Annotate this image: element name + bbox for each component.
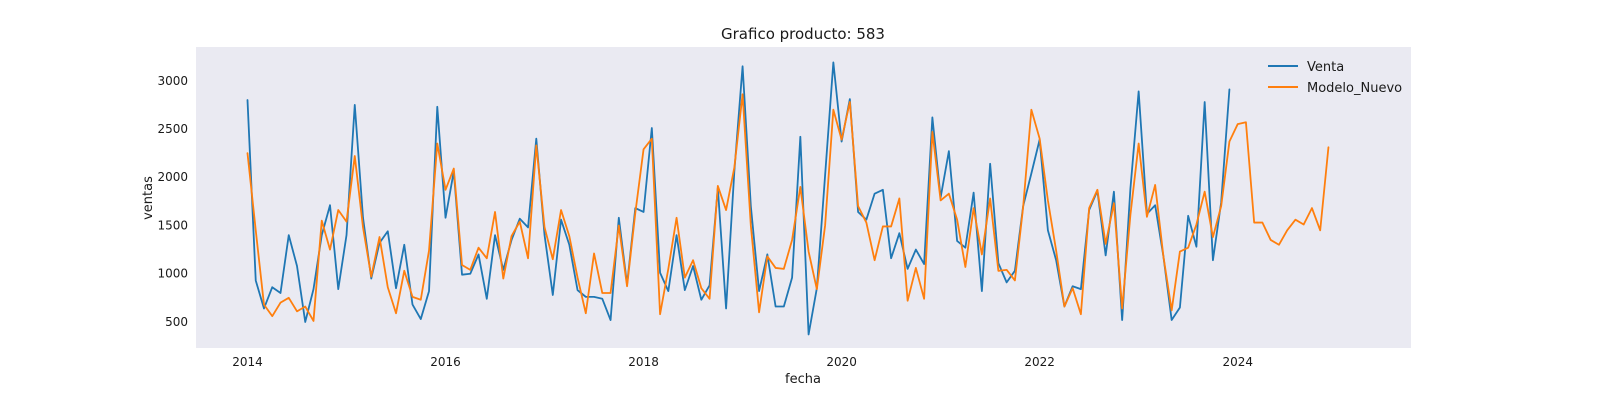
x-tick-label: 2018	[628, 355, 659, 369]
y-axis: 500 1000 1500 2000 2500 3000	[157, 74, 188, 329]
y-tick-label: 1000	[157, 267, 188, 281]
legend-label: Modelo_Nuevo	[1307, 81, 1402, 96]
x-tick-label: 2024	[1222, 355, 1253, 369]
y-axis-label: ventas	[141, 176, 156, 220]
x-axis: 2014 2016 2018 2020 2022 2024	[232, 355, 1253, 369]
x-axis-label: fecha	[785, 372, 821, 387]
legend: Venta Modelo_Nuevo	[1268, 60, 1402, 96]
chart-title: Grafico producto: 583	[721, 25, 885, 43]
y-tick-label: 2500	[157, 122, 188, 136]
y-tick-label: 1500	[157, 218, 188, 232]
x-tick-label: 2014	[232, 355, 263, 369]
y-tick-label: 2000	[157, 170, 188, 184]
x-tick-label: 2016	[430, 355, 461, 369]
x-tick-label: 2022	[1024, 355, 1055, 369]
x-tick-label: 2020	[826, 355, 857, 369]
y-tick-label: 500	[165, 315, 188, 329]
series-line-modelo-nuevo	[246, 93, 1330, 322]
y-tick-label: 3000	[157, 74, 188, 88]
series-layer	[246, 61, 1330, 336]
legend-label: Venta	[1307, 60, 1344, 75]
